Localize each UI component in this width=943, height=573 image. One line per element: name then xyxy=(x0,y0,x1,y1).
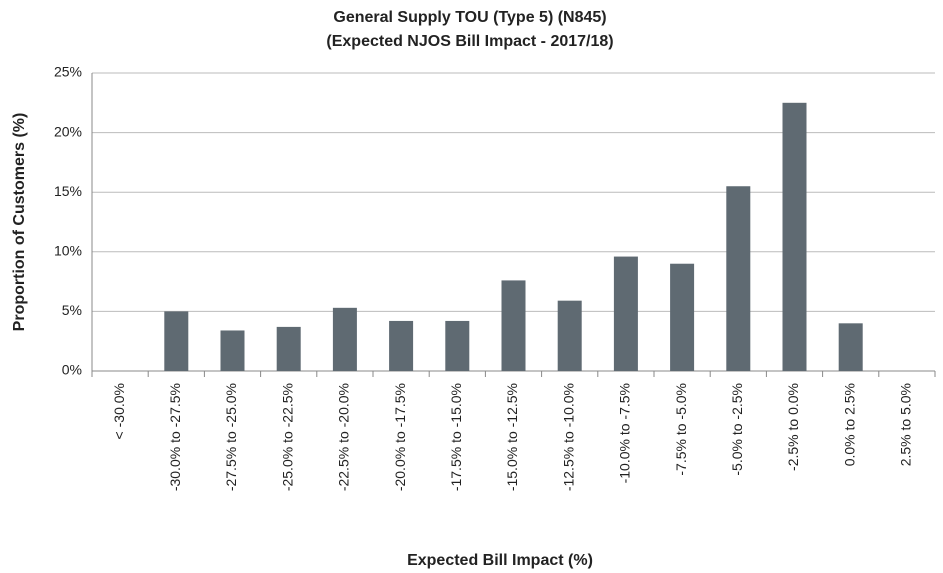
bar xyxy=(613,256,638,371)
x-tick-label: -27.5% to -25.0% xyxy=(223,383,239,491)
x-tick-label: -30.0% to -27.5% xyxy=(167,383,183,491)
bar xyxy=(164,311,189,371)
bar xyxy=(557,300,582,371)
x-tick-label: -15.0% to -12.5% xyxy=(504,383,520,491)
x-tick-label: -10.0% to -7.5% xyxy=(617,383,633,483)
x-tick-label: -2.5% to 0.0% xyxy=(785,383,801,471)
x-tick-label: -7.5% to -5.0% xyxy=(673,383,689,476)
x-tick-label: < -30.0% xyxy=(111,383,127,439)
x-tick-label: 0.0% to 2.5% xyxy=(841,383,857,466)
bar xyxy=(276,326,301,371)
bar xyxy=(670,263,695,371)
x-tick-label: -25.0% to -22.5% xyxy=(279,383,295,491)
x-tick-label: -22.5% to -20.0% xyxy=(336,383,352,491)
bar xyxy=(332,307,357,371)
y-tick-label: 15% xyxy=(54,183,82,199)
y-tick-label: 10% xyxy=(54,243,82,259)
bar xyxy=(838,323,863,371)
bar xyxy=(726,186,751,371)
x-tick-label: -20.0% to -17.5% xyxy=(392,383,408,491)
bar xyxy=(501,280,526,371)
y-tick-label: 5% xyxy=(62,302,82,318)
x-tick-label: -17.5% to -15.0% xyxy=(448,383,464,491)
bar xyxy=(220,330,245,371)
x-tick-label: -5.0% to -2.5% xyxy=(729,383,745,476)
bar xyxy=(445,320,470,371)
x-tick-label: -12.5% to -10.0% xyxy=(560,383,576,491)
chart-subtitle: (Expected NJOS Bill Impact - 2017/18) xyxy=(326,33,613,50)
bar xyxy=(782,102,807,372)
x-axis-title: Expected Bill Impact (%) xyxy=(407,552,593,569)
y-tick-label: 20% xyxy=(54,123,82,139)
x-tick-label: 2.5% to 5.0% xyxy=(898,383,914,466)
chart-title: General Supply TOU (Type 5) (N845) xyxy=(333,9,606,26)
y-tick-label: 25% xyxy=(54,64,82,80)
bar xyxy=(389,320,414,371)
y-tick-label: 0% xyxy=(62,362,82,378)
y-axis-title: Proportion of Customers (%) xyxy=(11,113,28,332)
